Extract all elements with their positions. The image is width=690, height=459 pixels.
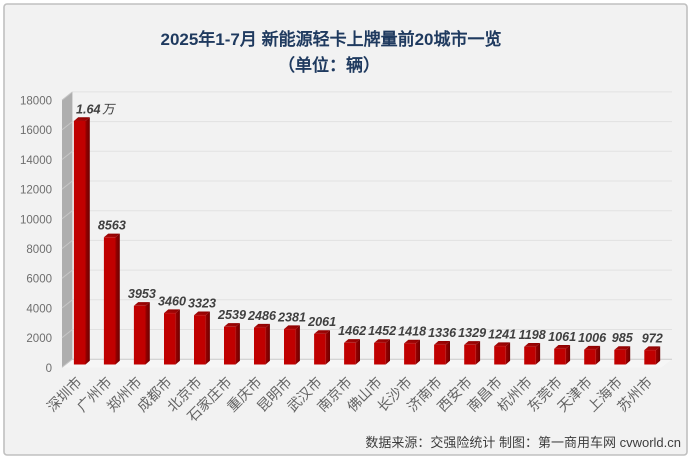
svg-text:1418: 1418	[398, 325, 426, 339]
svg-text:2381: 2381	[277, 310, 306, 324]
svg-text:（单位：辆）: （单位：辆）	[278, 55, 380, 75]
svg-text:2486: 2486	[247, 309, 277, 323]
svg-text:1198: 1198	[519, 328, 546, 342]
svg-text:数据来源：交强险统计 制图：第一商用车网 cvworld.c: 数据来源：交强险统计 制图：第一商用车网 cvworld.cn	[365, 435, 681, 450]
svg-text:2025年1-7月 新能源轻卡上牌量前20城市一览: 2025年1-7月 新能源轻卡上牌量前20城市一览	[160, 29, 501, 49]
svg-text:1061: 1061	[548, 330, 576, 344]
svg-text:972: 972	[642, 331, 663, 345]
svg-text:8563: 8563	[98, 219, 126, 233]
svg-text:1329: 1329	[458, 326, 486, 340]
svg-text:8000: 8000	[26, 244, 52, 256]
svg-text:1006: 1006	[578, 331, 607, 345]
svg-text:万: 万	[102, 101, 117, 116]
svg-text:3460: 3460	[158, 294, 186, 308]
svg-text:1452: 1452	[368, 324, 396, 338]
svg-text:18000: 18000	[20, 96, 52, 108]
svg-text:3953: 3953	[128, 287, 156, 301]
svg-text:1.64: 1.64	[76, 102, 101, 116]
svg-text:10000: 10000	[20, 214, 52, 226]
svg-text:12000: 12000	[20, 185, 52, 197]
svg-text:2061: 2061	[307, 315, 336, 329]
svg-text:3323: 3323	[188, 297, 216, 311]
svg-text:0: 0	[46, 363, 52, 375]
svg-text:6000: 6000	[26, 274, 52, 286]
svg-text:2539: 2539	[217, 308, 246, 322]
svg-text:1241: 1241	[488, 327, 516, 341]
svg-text:2000: 2000	[26, 333, 52, 345]
svg-text:1462: 1462	[338, 324, 366, 338]
svg-text:14000: 14000	[20, 155, 52, 167]
svg-text:1336: 1336	[428, 326, 457, 340]
svg-text:16000: 16000	[20, 125, 52, 137]
svg-text:985: 985	[612, 331, 634, 345]
svg-text:4000: 4000	[26, 303, 52, 315]
